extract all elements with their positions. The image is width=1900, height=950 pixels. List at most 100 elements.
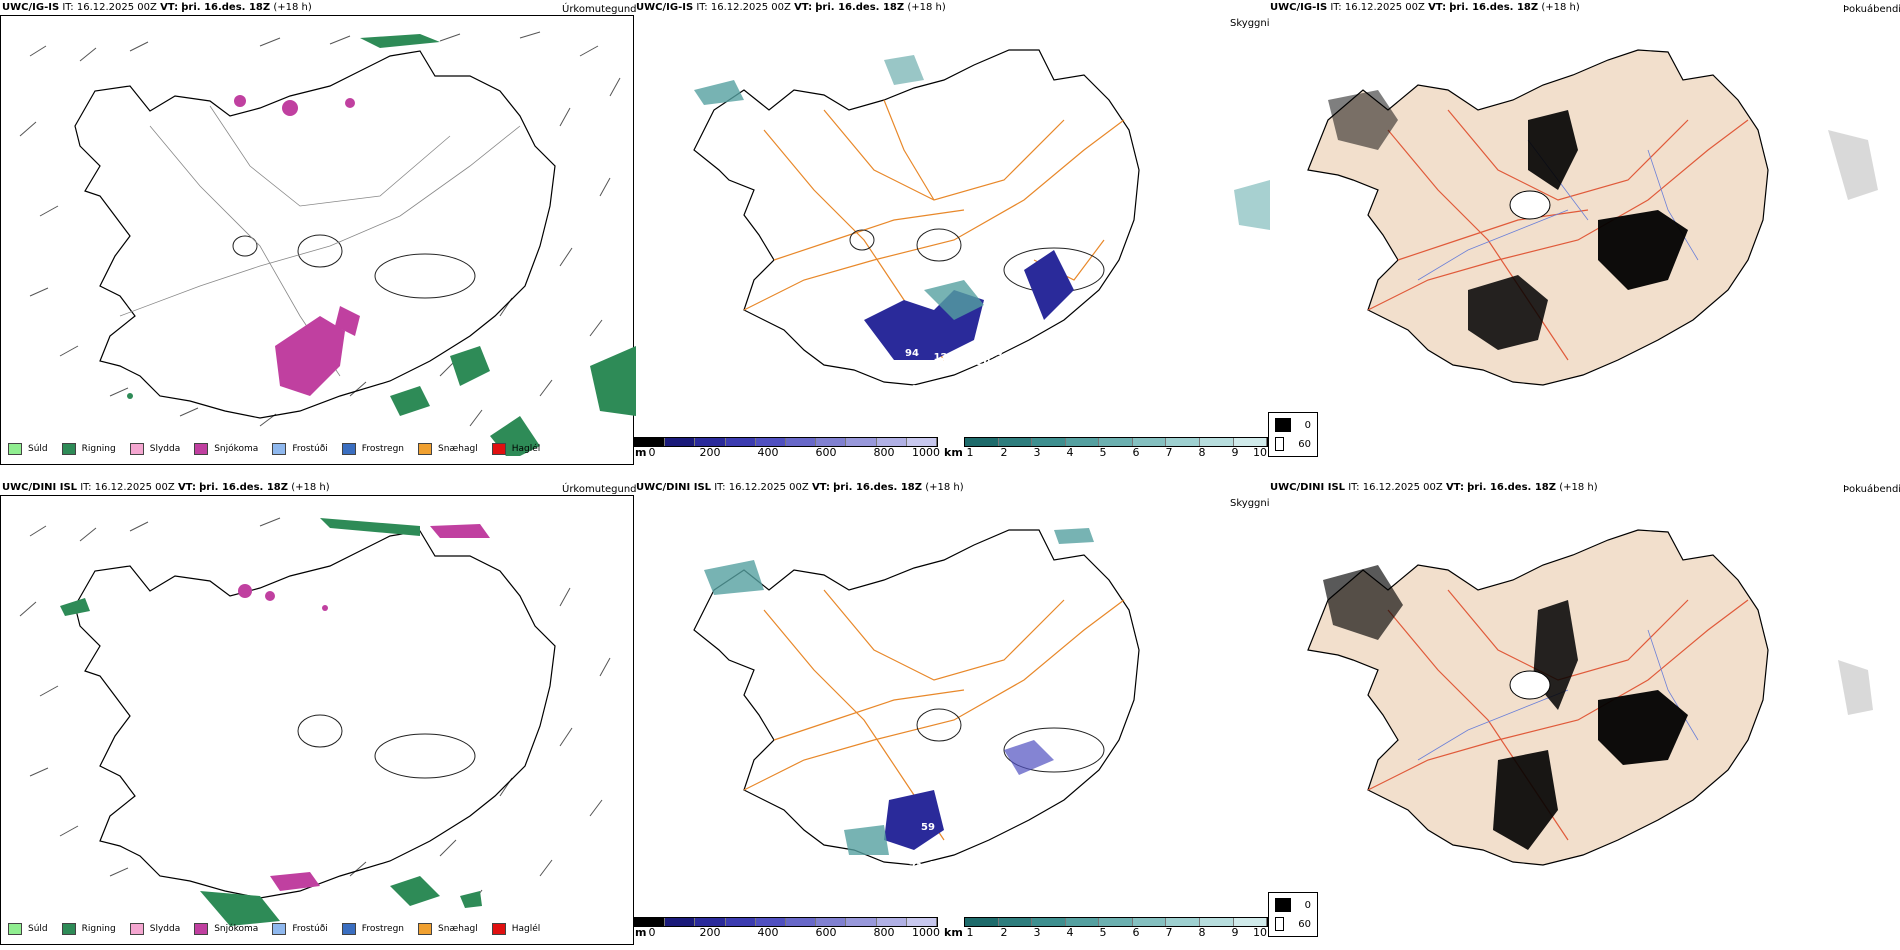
legend-swatch bbox=[194, 443, 209, 455]
forecast-header: UWC/IG-IS IT: 16.12.2025 00Z VT: þri. 16… bbox=[636, 2, 946, 13]
visibility-panel-row1: UWC/IG-IS IT: 16.12.2025 00Z VT: þri. 16… bbox=[634, 0, 1270, 466]
legend-swatch bbox=[491, 443, 506, 455]
glaciers bbox=[232, 234, 476, 299]
visibility-label: 46 bbox=[945, 810, 959, 821]
iceland-coastline bbox=[74, 530, 556, 899]
forecast-header: UWC/DINI ISL IT: 16.12.2025 00Z VT: þri.… bbox=[1270, 482, 1598, 493]
legend-swatch bbox=[194, 923, 209, 935]
visibility-areas bbox=[694, 55, 1270, 360]
precip-type-panel-row2: UWC/DINI ISL IT: 16.12.2025 00Z VT: þri.… bbox=[0, 480, 636, 946]
forecast-header: UWC/DINI ISL IT: 16.12.2025 00Z VT: þri.… bbox=[636, 482, 964, 493]
colorbar-m-unit: m bbox=[635, 926, 647, 939]
glaciers bbox=[1509, 670, 1551, 700]
legend-item-snaehagl: Snæhagl bbox=[418, 923, 478, 935]
legend-item-frostudi: Frostúði bbox=[272, 443, 328, 455]
visibility-label: 79 bbox=[941, 390, 955, 401]
visibility-label: 96 bbox=[911, 384, 925, 395]
forecast-header: UWC/IG-IS IT: 16.12.2025 00Z VT: þri. 16… bbox=[2, 2, 312, 13]
legend-item-sudd: Súld bbox=[8, 443, 48, 455]
visibility-panel-row2: UWC/DINI ISL IT: 16.12.2025 00Z VT: þri.… bbox=[634, 480, 1270, 946]
visibility-areas bbox=[704, 528, 1094, 855]
fog-legend: 0 60 bbox=[1268, 412, 1318, 457]
legend-swatch bbox=[418, 443, 433, 455]
colorbar-km bbox=[964, 437, 1268, 447]
precip-areas bbox=[60, 518, 490, 926]
map-frame bbox=[0, 15, 634, 465]
legend-swatch bbox=[491, 923, 506, 935]
legend-item-sudd: Súld bbox=[8, 923, 48, 935]
legend-item-snaehagl: Snæhagl bbox=[418, 443, 478, 455]
legend-item-snjokoma: Snjókoma bbox=[194, 443, 258, 455]
iceland-coastline bbox=[693, 49, 1140, 386]
visibility-label: 122 bbox=[934, 352, 955, 363]
map-frame bbox=[0, 495, 634, 945]
colorbar-m bbox=[634, 917, 938, 927]
iceland-coastline bbox=[693, 529, 1140, 866]
precip-map bbox=[19, 517, 611, 926]
panel-title: Þokuábendi bbox=[1843, 484, 1900, 495]
legend-swatch bbox=[129, 443, 144, 455]
legend-item-slydda: Slydda bbox=[129, 443, 180, 455]
rivers bbox=[1417, 629, 1699, 761]
fog-panel-row1: UWC/IG-IS IT: 16.12.2025 00Z VT: þri. 16… bbox=[1268, 0, 1900, 466]
fog-legend: 0 60 bbox=[1268, 892, 1318, 937]
legend-swatch bbox=[8, 443, 22, 455]
visibility-label: 71 bbox=[909, 862, 923, 873]
legend-swatch bbox=[1275, 437, 1285, 451]
visibility-map bbox=[693, 528, 1140, 866]
forecast-header: UWC/DINI ISL IT: 16.12.2025 00Z VT: þri.… bbox=[2, 482, 330, 493]
fog-map bbox=[1307, 49, 1878, 386]
legend-swatch bbox=[129, 923, 144, 935]
precip-map bbox=[19, 31, 636, 456]
precip-type-panel-row1: UWC/IG-IS IT: 16.12.2025 00Z VT: þri. 16… bbox=[0, 0, 636, 466]
precip-legend: Súld Rigning Slydda Snjókoma Frostúði Fr… bbox=[8, 923, 554, 935]
legend-swatch bbox=[418, 923, 433, 935]
legend-item-rigning: Rigning bbox=[61, 443, 116, 455]
fog-legend-item: 0 bbox=[1275, 898, 1311, 912]
fog-legend-item: 0 bbox=[1275, 418, 1311, 432]
panel-title: Úrkomutegund bbox=[562, 484, 636, 495]
fog-legend-item: 60 bbox=[1275, 437, 1311, 451]
colorbar-km-unit: km bbox=[944, 446, 963, 459]
legend-item-frostudi: Frostúði bbox=[272, 923, 328, 935]
precip-areas bbox=[127, 34, 636, 456]
visibility-value-labels: 94 122 220 73 96 79 bbox=[905, 348, 1003, 401]
fog-map bbox=[1307, 529, 1873, 866]
legend-swatch bbox=[1275, 917, 1285, 931]
panel-title: Úrkomutegund bbox=[562, 4, 636, 15]
colorbar-m bbox=[634, 437, 938, 447]
fog-areas bbox=[1328, 90, 1878, 350]
visibility-map bbox=[693, 49, 1270, 386]
legend-swatch bbox=[1275, 418, 1291, 432]
legend-item-frostregn: Frostregn bbox=[341, 923, 404, 935]
panel-title: Skyggni bbox=[1230, 18, 1270, 29]
legend-item-frostregn: Frostregn bbox=[341, 443, 404, 455]
legend-swatch bbox=[272, 923, 287, 935]
visibility-label: 94 bbox=[905, 348, 919, 359]
wind-barbs bbox=[19, 517, 611, 907]
visibility-label: 59 bbox=[921, 822, 935, 833]
legend-swatch bbox=[272, 443, 287, 455]
visibility-label: 73 bbox=[989, 350, 1003, 361]
legend-item-snjokoma: Snjókoma bbox=[194, 923, 258, 935]
colorbar-m-unit: m bbox=[635, 446, 647, 459]
forecast-header: UWC/IG-IS IT: 16.12.2025 00Z VT: þri. 16… bbox=[1270, 2, 1580, 13]
visibility-value-labels: 59 71 82 46 bbox=[909, 810, 959, 873]
legend-item-slydda: Slydda bbox=[129, 923, 180, 935]
fog-panel-row2: UWC/DINI ISL IT: 16.12.2025 00Z VT: þri.… bbox=[1268, 480, 1900, 946]
legend-swatch bbox=[61, 443, 76, 455]
colorbar-km-unit: km bbox=[944, 926, 963, 939]
legend-swatch bbox=[61, 923, 76, 935]
roads bbox=[743, 589, 1125, 841]
legend-swatch bbox=[8, 923, 22, 935]
legend-swatch bbox=[341, 443, 356, 455]
glaciers bbox=[1509, 190, 1551, 220]
panel-title: Skyggni bbox=[1230, 498, 1270, 509]
precip-legend: Súld Rigning Slydda Snjókoma Frostúði Fr… bbox=[8, 443, 554, 455]
visibility-label: 82 bbox=[929, 860, 943, 871]
visibility-label: 220 bbox=[970, 357, 991, 368]
legend-item-rigning: Rigning bbox=[61, 923, 116, 935]
legend-item-haglel: Haglél bbox=[491, 443, 540, 455]
legend-item-haglel: Haglél bbox=[491, 923, 540, 935]
iceland-coastline bbox=[74, 50, 556, 419]
